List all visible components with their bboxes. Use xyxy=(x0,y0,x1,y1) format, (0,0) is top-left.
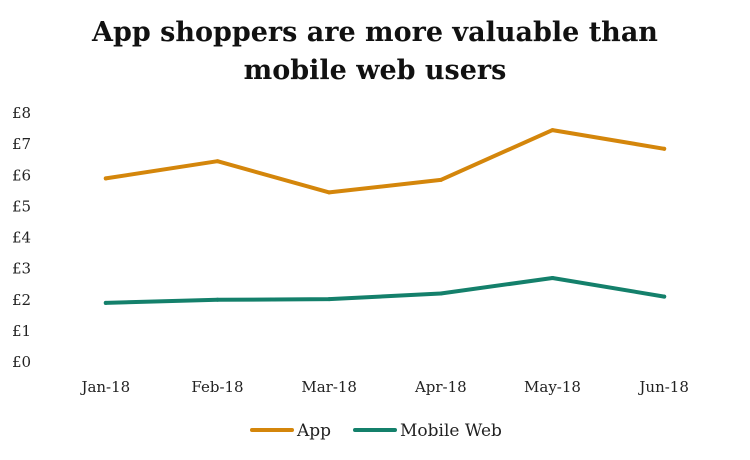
series-line-mobile-web xyxy=(103,276,667,305)
data-point xyxy=(215,159,220,164)
series-line-app xyxy=(103,128,667,195)
x-tick-label: Jan-18 xyxy=(79,378,130,396)
y-tick-label: £3 xyxy=(12,260,31,278)
y-tick-label: £1 xyxy=(12,322,31,340)
x-tick-label: Feb-18 xyxy=(191,378,243,396)
data-point xyxy=(438,291,443,296)
y-axis: £0 £1 £2 £3 £4 £5 £6 £7 £8 xyxy=(12,104,31,371)
data-point xyxy=(550,128,555,133)
data-point xyxy=(327,297,332,302)
data-point xyxy=(662,294,667,299)
y-tick-label: £8 xyxy=(12,104,31,122)
y-tick-label: £0 xyxy=(12,353,31,371)
data-point xyxy=(662,146,667,151)
y-tick-label: £2 xyxy=(12,291,31,309)
data-point xyxy=(550,275,555,280)
y-tick-label: £4 xyxy=(12,229,31,247)
legend-label: Mobile Web xyxy=(400,421,502,441)
x-tick-label: Apr-18 xyxy=(414,378,467,396)
data-point xyxy=(103,300,108,305)
x-tick-label: Mar-18 xyxy=(301,378,357,396)
data-point xyxy=(327,190,332,195)
y-tick-label: £7 xyxy=(12,135,31,153)
legend: App Mobile Web xyxy=(250,421,502,441)
data-point xyxy=(103,176,108,181)
chart-title: App shoppers are more valuable than mobi… xyxy=(0,14,750,90)
data-point xyxy=(215,297,220,302)
chart-title-line-2: mobile web users xyxy=(243,55,507,86)
y-tick-label: £6 xyxy=(12,166,31,184)
y-tick-label: £5 xyxy=(12,197,31,215)
legend-label: App xyxy=(296,421,331,441)
data-point xyxy=(438,177,443,182)
series-layer xyxy=(103,128,667,305)
chart-title-line-1: App shoppers are more valuable than xyxy=(92,17,658,48)
x-tick-label: May-18 xyxy=(524,378,581,396)
x-tick-label: Jun-18 xyxy=(637,378,689,396)
x-axis: Jan-18 Feb-18 Mar-18 Apr-18 May-18 Jun-18 xyxy=(79,378,688,396)
